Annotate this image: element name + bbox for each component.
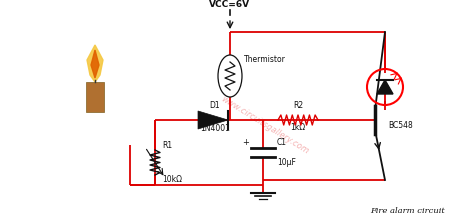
Polygon shape [377, 80, 393, 94]
Text: 10kΩ: 10kΩ [162, 175, 182, 184]
Text: www.circuitsgallery.com: www.circuitsgallery.com [219, 94, 310, 156]
Polygon shape [198, 111, 228, 129]
Text: 1kΩ: 1kΩ [291, 123, 306, 132]
Text: 10μF: 10μF [277, 158, 296, 167]
Text: R2: R2 [293, 101, 303, 110]
Polygon shape [87, 45, 103, 82]
Text: BC548: BC548 [388, 120, 413, 130]
FancyBboxPatch shape [86, 82, 104, 112]
Text: Thermistor: Thermistor [244, 55, 286, 65]
Text: Fire alarm circuit: Fire alarm circuit [370, 207, 445, 215]
Text: VCC=6V: VCC=6V [210, 0, 251, 9]
Text: R1: R1 [162, 141, 172, 150]
Text: D1: D1 [210, 101, 220, 110]
Text: 1N4001: 1N4001 [200, 124, 230, 133]
Text: +: + [242, 138, 249, 147]
Polygon shape [91, 50, 99, 78]
Text: C1: C1 [277, 138, 287, 147]
